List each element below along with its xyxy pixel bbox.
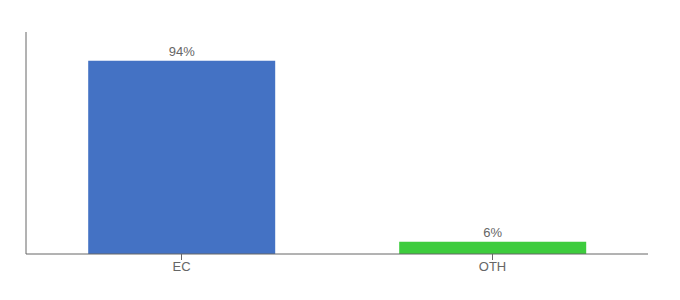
- svg-text:6%: 6%: [483, 225, 502, 240]
- svg-text:OTH: OTH: [479, 259, 506, 274]
- svg-text:EC: EC: [172, 259, 190, 274]
- svg-text:94%: 94%: [169, 44, 195, 59]
